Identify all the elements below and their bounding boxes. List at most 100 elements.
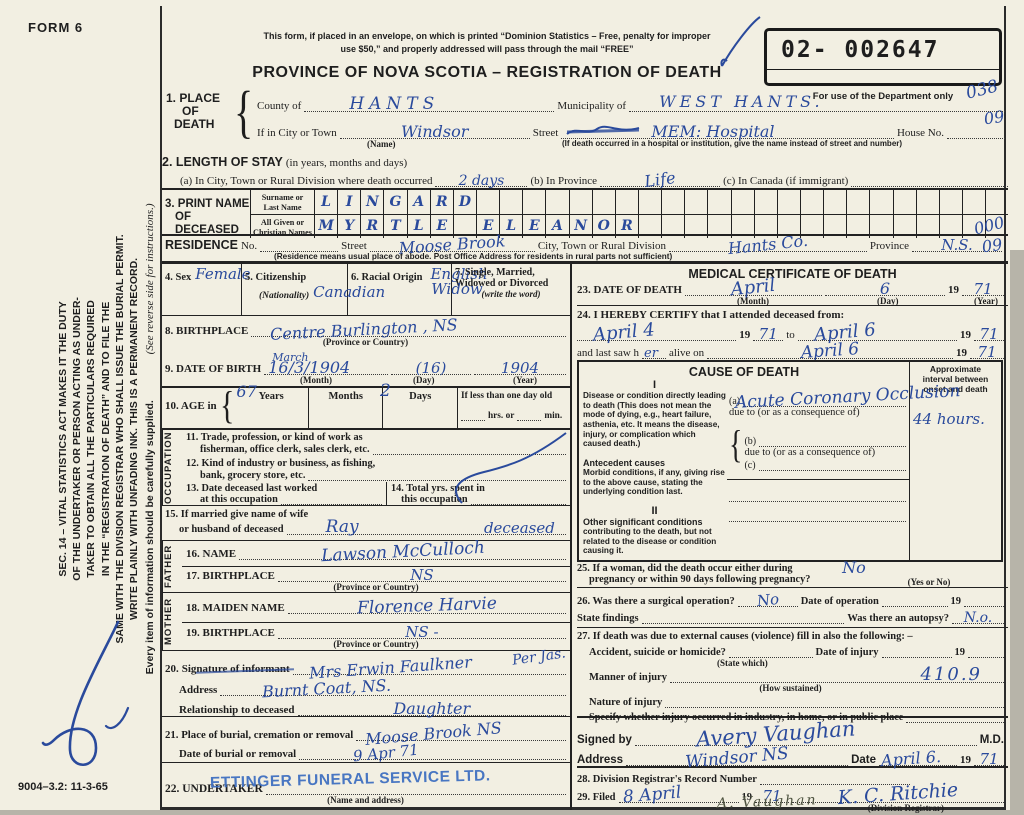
- municipality-label: Municipality of: [557, 100, 627, 112]
- registration-number-box: 02- 002647: [764, 28, 1002, 86]
- year-prefix: 19: [948, 284, 959, 296]
- father-strip-label: FATHER: [162, 541, 182, 592]
- to-year-value: 71: [979, 325, 999, 343]
- sex-cell: 4. Sex Female: [162, 264, 251, 315]
- letter-cell: L: [314, 190, 337, 214]
- form-body: This form, if placed in an envelope, on …: [160, 6, 1008, 813]
- spouse-value: Ray: [325, 517, 359, 537]
- letter-cell: [776, 190, 800, 214]
- antecedent-text: Morbid conditions, if any, giving rise t…: [583, 468, 725, 497]
- marital-value: Widow: [431, 280, 483, 298]
- birthplace-label: 8. BIRTHPLACE: [165, 325, 249, 337]
- month-note: (Month): [737, 296, 769, 306]
- residence-no-label: No.: [240, 240, 258, 252]
- residence-city-field: Hants Co.: [669, 231, 867, 258]
- letter-cell: E: [475, 214, 499, 238]
- scan-edge-bottom: [0, 810, 1024, 815]
- form-header: This form, if placed in an envelope, on …: [162, 6, 1008, 104]
- row-4-7: 4. Sex Female 5. Citizenship (Nationalit…: [162, 264, 570, 316]
- injury-date-label: Date of injury: [815, 647, 879, 658]
- mail-note-line1: This form, if placed in an envelope, on …: [263, 31, 711, 41]
- signed-block: Signed by Avery Vaughan M.D. Address Win…: [577, 716, 1008, 772]
- father-birthplace-field: NS: [277, 568, 566, 583]
- s2-c-label: (c) In Canada (if immigrant): [723, 175, 849, 187]
- row-21-burial: 21. Place of burial, cremation or remova…: [162, 717, 570, 765]
- section-1-title: 1. PLACE OF DEATH: [166, 91, 220, 132]
- brace: {: [729, 423, 743, 468]
- cause-left-labels: I Disease or condition directly leading …: [579, 379, 729, 556]
- street-note: (If death occurred in a hospital or inst…: [562, 139, 903, 148]
- left-column: 4. Sex Female 5. Citizenship (Nationalit…: [162, 264, 570, 810]
- other-field-2: [729, 509, 906, 522]
- letter-cell: L: [406, 214, 430, 238]
- mother-maiden-row: 18. MAIDEN NAME Florence Harvie: [182, 593, 570, 623]
- year-note: (Year): [974, 296, 998, 306]
- letter-cell: [938, 190, 962, 214]
- s13-field: [280, 496, 382, 505]
- letter-cell: [591, 190, 615, 214]
- year-prefix: 19: [739, 329, 751, 341]
- municipality-field: WEST HANTS.: [629, 94, 1005, 112]
- occupation-block: OCCUPATION 11. Trade, profession, or kin…: [162, 430, 570, 506]
- name-note: (Name): [367, 139, 396, 149]
- year-prefix: 19: [954, 647, 966, 658]
- nature-label: Nature of injury: [589, 697, 663, 708]
- burial-place-label: 21. Place of burial, cremation or remova…: [165, 729, 354, 741]
- nature-field: [665, 695, 1004, 708]
- letter-cell: [522, 190, 545, 214]
- undertaker-label: 22. UNDERTAKER: [165, 783, 263, 795]
- last-saw-field: April 6: [707, 339, 953, 363]
- father-birthplace-label: 17. BIRTHPLACE: [186, 570, 275, 582]
- letter-cell: [869, 190, 892, 214]
- occupation-strip-label: OCCUPATION: [162, 430, 182, 505]
- house-no-field: [947, 126, 1005, 139]
- year-prefix: 19: [960, 329, 971, 341]
- sidebar-line: OF THE UNDERTAKER OR PERSON ACTING AS UN…: [71, 297, 84, 581]
- letter-cell: [961, 190, 985, 214]
- street-value: MEM: Hospital: [651, 122, 775, 141]
- s14-line2: this occupation: [401, 494, 468, 505]
- sidebar-line: WRITE PLAINLY WITH UNFADING INK. THIS IS…: [127, 257, 140, 620]
- sidebar-note-line: Every item of information should be care…: [143, 74, 158, 804]
- burial-date-label: Date of burial or removal: [179, 748, 297, 760]
- burial-date-value: 9 Apr 71: [351, 740, 420, 766]
- hrs-label: hrs. or: [488, 411, 515, 421]
- age-months-label: Months: [328, 391, 363, 402]
- letter-cell: [637, 214, 661, 238]
- burial-date-field: 9 Apr 71: [299, 741, 566, 765]
- letter-cell: [499, 190, 522, 214]
- sidebar-line: SAME WITH THE DIVISION REGISTRAR WHO SHA…: [113, 234, 126, 644]
- operation-value: No: [755, 589, 780, 611]
- registration-number: 02- 002647: [781, 37, 940, 63]
- year-prefix: 19: [950, 596, 962, 607]
- letter-cell: N: [360, 190, 383, 214]
- letter-cell: [799, 214, 823, 238]
- s20-number: 20.: [165, 663, 179, 675]
- sex-value: Female: [195, 265, 251, 283]
- letter-cell: [799, 190, 823, 214]
- medical-title: MEDICAL CERTIFICATE OF DEATH: [688, 267, 897, 281]
- injury-code-value: 410.9: [920, 664, 982, 685]
- last-saw-value: April 6: [800, 338, 860, 364]
- age-less-label: If less than one day old: [461, 391, 553, 401]
- spouse-status-value: deceased: [483, 519, 555, 537]
- municipality-value: WEST HANTS.: [659, 92, 824, 111]
- margin-code: 09: [980, 234, 1004, 257]
- dob-month-value: 16/3/1904: [268, 358, 351, 377]
- dob-year-field: 1904: [474, 361, 566, 376]
- age-days-value: 2: [380, 381, 391, 401]
- citizenship-label: 5. Citizenship: [245, 272, 307, 283]
- letter-cell: [823, 214, 846, 238]
- supplied-note: Every item of information should be care…: [144, 400, 157, 675]
- racial-origin-value: English: [430, 265, 488, 283]
- last-saw-pronoun: er: [644, 346, 658, 361]
- sex-label: 4. Sex: [165, 272, 192, 283]
- certify-label: 24. I HEREBY CERTIFY that I attended dec…: [577, 309, 845, 321]
- province-country-note: (Province or Country): [333, 582, 419, 592]
- letter-cell: [823, 190, 846, 214]
- cause-c-label: (c): [744, 460, 756, 471]
- s2-a-field: 2 days: [435, 174, 528, 188]
- letter-cell: [915, 214, 939, 238]
- father-birthplace-row: 17. BIRTHPLACE NS (Province or Country): [182, 567, 570, 592]
